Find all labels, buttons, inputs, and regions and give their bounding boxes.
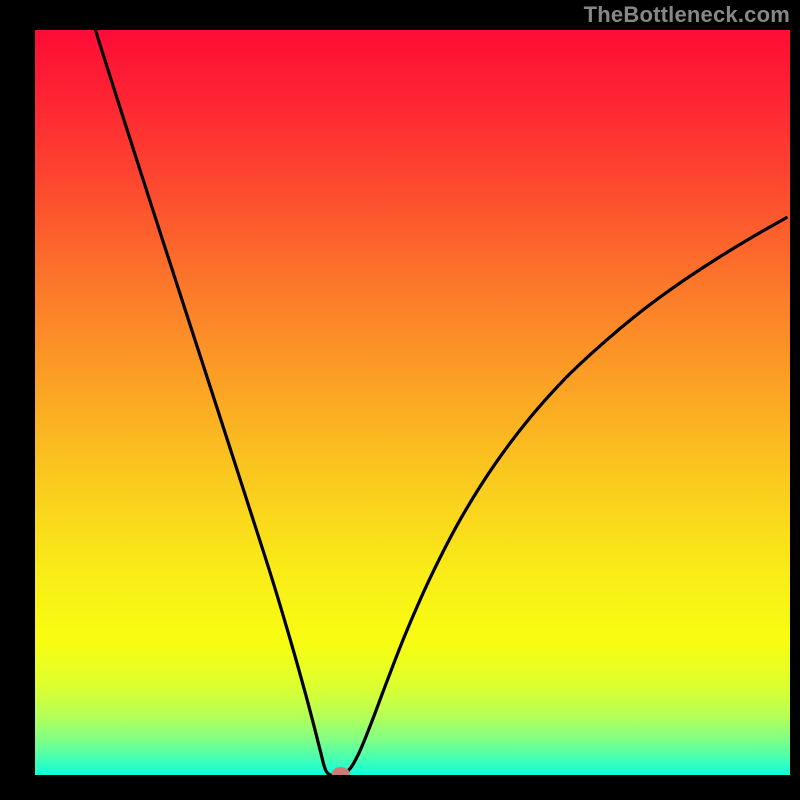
watermark-text: TheBottleneck.com [584, 2, 790, 28]
gradient-background [35, 30, 790, 775]
chart-frame: TheBottleneck.com [0, 0, 800, 800]
plot-area [35, 30, 790, 775]
bottleneck-chart [35, 30, 790, 775]
